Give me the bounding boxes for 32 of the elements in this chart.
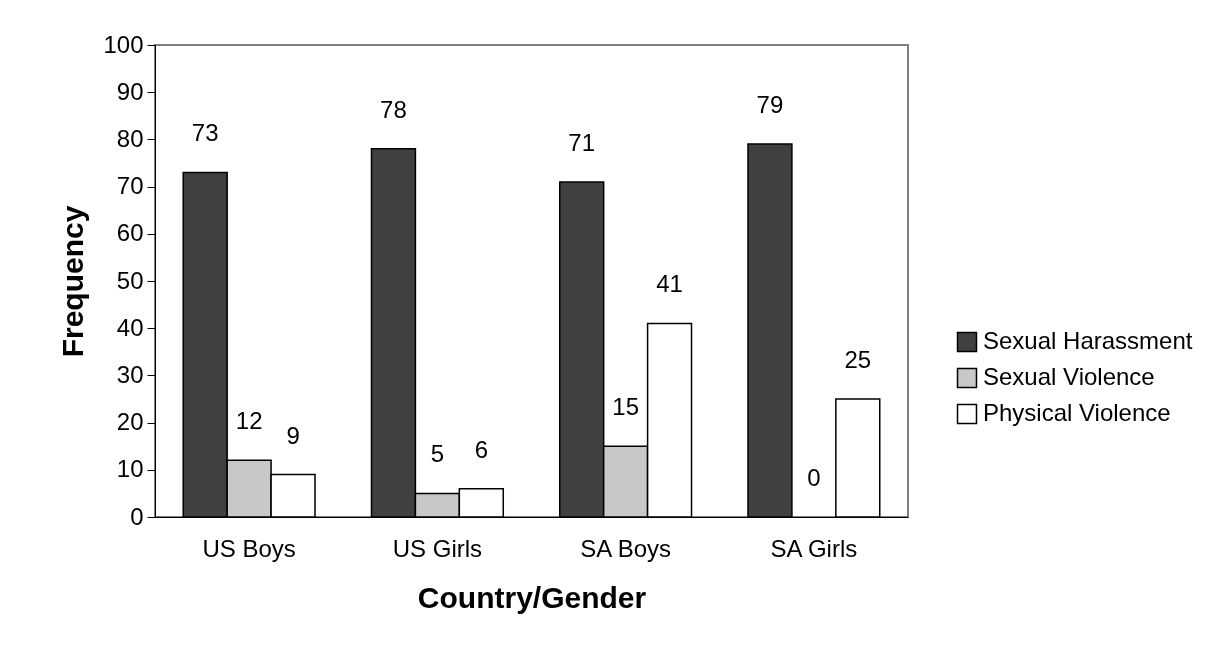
data-label: 6 [474, 435, 488, 463]
y-axis-title: Frequency [56, 205, 90, 358]
x-tick-label: SA Girls [770, 534, 858, 562]
y-tick-label: 30 [116, 360, 144, 388]
y-tick-label: 70 [116, 172, 144, 200]
data-label: 15 [612, 393, 639, 421]
x-tick-label: US Girls [392, 534, 483, 562]
data-label: 0 [807, 464, 821, 491]
legend-label: Physical Violence [983, 399, 1171, 426]
data-label: 9 [286, 421, 300, 449]
y-tick-label: 0 [130, 502, 144, 530]
y-tick-label: 90 [116, 77, 144, 105]
data-label: 79 [756, 91, 784, 119]
data-label: 73 [191, 119, 219, 147]
data-label: 12 [235, 407, 263, 435]
data-label: 71 [568, 128, 596, 156]
data-label: 41 [656, 270, 683, 298]
y-tick-label: 10 [116, 455, 144, 483]
legend-label: Sexual Harassment [983, 327, 1193, 354]
legend-label: Sexual Violence [983, 363, 1155, 390]
y-tick-label: 60 [116, 219, 144, 247]
y-tick-label: 20 [116, 408, 144, 436]
y-tick-label: 40 [116, 313, 144, 341]
y-tick-label: 50 [116, 266, 144, 294]
data-label: 25 [844, 346, 872, 373]
data-label: 78 [380, 95, 407, 123]
x-axis-title: Country/Gender [417, 580, 647, 614]
x-tick-label: SA Boys [580, 534, 671, 562]
y-tick-label: 80 [116, 124, 144, 152]
data-label: 5 [430, 440, 445, 468]
y-tick-label: 100 [103, 30, 144, 58]
x-tick-label: US Boys [202, 534, 296, 562]
